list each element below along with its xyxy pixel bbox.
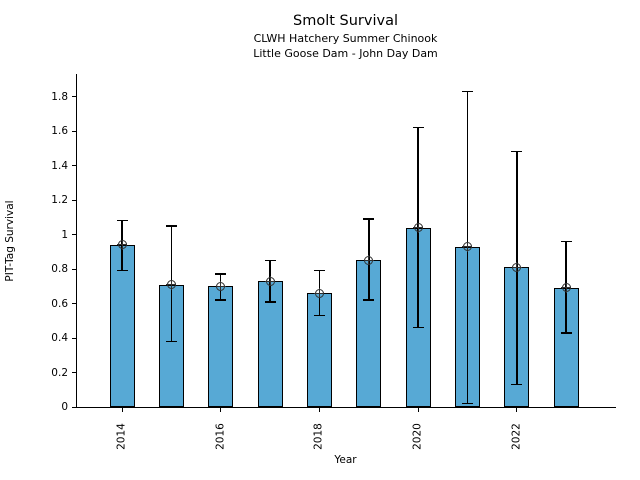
error-bar-cap-top-2020 <box>412 126 424 129</box>
error-bar-cap-bottom-2018 <box>313 314 325 317</box>
x-axis-tick <box>516 408 518 412</box>
error-bar-cap-top-2023 <box>560 240 572 243</box>
error-bar-cap-bottom-2022 <box>511 383 523 386</box>
point-marker-2016 <box>215 281 226 292</box>
point-marker-2019 <box>363 255 374 266</box>
error-bar-cap-bottom-2021 <box>461 402 473 405</box>
x-tick-label: 2020 <box>411 423 424 450</box>
point-marker-2018 <box>314 288 325 299</box>
y-axis-tick <box>72 303 76 304</box>
plot-area <box>76 74 616 408</box>
x-tick-label: 2018 <box>312 423 325 450</box>
error-bar-cap-top-2019 <box>363 218 375 220</box>
error-bar-cap-top-2017 <box>264 259 276 262</box>
y-tick-label: 1.4 <box>51 159 68 172</box>
x-tick-label: 2022 <box>510 423 523 450</box>
y-tick-label: 0.8 <box>51 263 68 275</box>
error-bar-cap-top-2014 <box>116 219 128 222</box>
x-axis-tick <box>220 408 222 412</box>
y-tick-label: 1 <box>61 228 68 241</box>
chart-subtitle-stock: CLWH Hatchery Summer Chinook <box>253 32 438 45</box>
error-bar-cap-top-2018 <box>313 269 325 272</box>
y-tick-label: 0.4 <box>51 332 68 344</box>
x-axis-tick <box>417 408 419 412</box>
y-axis-tick <box>72 130 76 132</box>
y-axis-label: PIT-Tag Survival <box>4 200 16 282</box>
point-marker-2020 <box>413 222 424 233</box>
y-axis-tick <box>72 199 76 201</box>
y-tick-label: 0.6 <box>51 297 68 310</box>
y-axis-tick <box>72 96 76 97</box>
point-marker-2022 <box>511 262 522 273</box>
error-bar-cap-bottom-2017 <box>264 301 276 303</box>
point-marker-2017 <box>265 276 276 287</box>
y-tick-label: 1.6 <box>51 125 68 137</box>
chart-title: Smolt Survival <box>293 13 398 29</box>
y-axis-tick <box>72 372 76 373</box>
x-axis-label: Year <box>334 454 357 466</box>
y-axis-tick <box>72 406 76 408</box>
error-bar-cap-top-2022 <box>511 150 523 153</box>
bar-2014 <box>109 244 135 407</box>
error-bar-cap-bottom-2019 <box>363 299 375 301</box>
error-bar-cap-top-2015 <box>165 225 177 227</box>
y-axis-tick <box>72 268 76 270</box>
y-tick-label: 1.8 <box>51 90 68 103</box>
error-bar-cap-top-2016 <box>215 273 227 275</box>
x-tick-label: 2016 <box>214 423 227 450</box>
point-marker-2015 <box>166 279 177 290</box>
x-tick-label: 2014 <box>115 423 128 450</box>
bar-2017 <box>257 281 283 407</box>
error-bar-cap-bottom-2016 <box>215 299 227 301</box>
y-tick-label: 0 <box>61 401 68 413</box>
error-bar-cap-bottom-2014 <box>116 269 128 272</box>
y-tick-label: 0.2 <box>51 366 68 379</box>
y-tick-label: 1.2 <box>51 194 68 206</box>
y-axis-tick <box>72 234 76 235</box>
error-bar-cap-top-2021 <box>461 90 473 93</box>
bar-2016 <box>208 286 234 407</box>
point-marker-2023 <box>561 282 572 293</box>
chart-subtitle-reach: Little Goose Dam - John Day Dam <box>253 47 438 60</box>
error-bar-cap-bottom-2020 <box>412 326 424 329</box>
error-bar-cap-bottom-2023 <box>560 332 572 334</box>
error-bar-cap-bottom-2015 <box>165 340 177 343</box>
y-axis-tick <box>72 337 76 339</box>
y-axis-tick <box>72 165 76 166</box>
x-axis-tick <box>121 408 123 412</box>
x-axis-tick <box>318 408 320 412</box>
point-marker-2014 <box>117 239 127 250</box>
point-marker-2021 <box>462 241 473 252</box>
